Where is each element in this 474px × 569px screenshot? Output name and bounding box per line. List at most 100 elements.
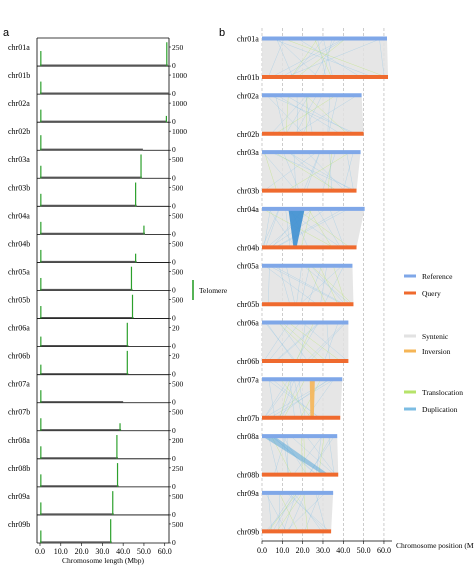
duplication-link bbox=[285, 95, 352, 134]
duplication-link bbox=[289, 379, 295, 418]
panel-b-x-axis-title: Chromosome position (Mbp) bbox=[396, 541, 474, 550]
reference-chromosome-label: chr01a bbox=[237, 35, 259, 44]
duplication-link bbox=[285, 38, 382, 78]
duplication-link bbox=[290, 435, 335, 475]
y-tick-label-bottom: 0 bbox=[172, 426, 176, 435]
duplication-link bbox=[268, 436, 279, 475]
duplication-link bbox=[268, 265, 343, 305]
translocation-link bbox=[308, 208, 333, 248]
chromosome-row-chr08b: chr08b 250 0 bbox=[8, 463, 184, 491]
y-tick-label-top: 20 bbox=[172, 352, 180, 361]
y-tick-label-bottom: 0 bbox=[172, 454, 176, 463]
duplication-link bbox=[265, 492, 301, 532]
y-tick-label-top: 500 bbox=[172, 492, 184, 501]
translocation-link bbox=[288, 322, 341, 362]
y-tick-label-top: 500 bbox=[172, 239, 184, 248]
chromosome-label: chr08a bbox=[8, 436, 30, 445]
chromosome-label: chr02a bbox=[8, 99, 30, 108]
duplication-link bbox=[323, 38, 333, 78]
chromosome-label: chr05b bbox=[8, 296, 30, 305]
duplication-link bbox=[328, 95, 338, 134]
y-tick-label-top: 200 bbox=[172, 436, 184, 445]
duplication-link bbox=[300, 322, 306, 362]
duplication-link bbox=[264, 379, 331, 418]
duplication-block bbox=[288, 208, 305, 248]
translocation-link bbox=[279, 492, 299, 532]
duplication-link bbox=[343, 152, 354, 191]
synteny-pair-chr01a: chr01a chr01b bbox=[237, 35, 389, 82]
x-tick-label: 60.0 bbox=[158, 547, 172, 556]
query-chromosome-label: chr04b bbox=[237, 243, 259, 252]
synteny-pair-chr04a: chr04a chr04b bbox=[237, 205, 365, 252]
reference-chromosome-label: chr06a bbox=[237, 319, 259, 328]
synteny-pair-chr08a: chr08a chr08b bbox=[237, 432, 339, 480]
duplication-link bbox=[272, 492, 296, 532]
duplication-link bbox=[303, 265, 351, 305]
duplication-link bbox=[329, 152, 332, 191]
reference-chromosome-label: chr08a bbox=[237, 432, 259, 441]
duplication-legend-label: Duplication bbox=[422, 405, 458, 414]
duplication-link bbox=[265, 492, 287, 532]
translocation-link bbox=[280, 379, 312, 418]
x-tick-label: 40.0 bbox=[336, 546, 350, 555]
y-tick-label-top: 1000 bbox=[172, 99, 187, 108]
duplication-link bbox=[293, 152, 296, 191]
chromosome-label: chr03a bbox=[8, 155, 30, 164]
translocation-link bbox=[281, 322, 327, 362]
chromosome-row-chr09b: chr09b 500 0 bbox=[8, 519, 184, 547]
duplication-link bbox=[268, 208, 296, 248]
duplication-link bbox=[291, 38, 325, 78]
chromosome-row-chr06b: chr06b 20 0 bbox=[8, 350, 180, 379]
duplication-link bbox=[323, 38, 333, 78]
inversion-legend-label: Inversion bbox=[422, 347, 451, 356]
translocation-link bbox=[279, 379, 290, 418]
duplication-link bbox=[316, 208, 341, 248]
chromosome-row-chr02a: chr02a 1000 0 bbox=[8, 99, 187, 126]
translocation-link bbox=[264, 152, 277, 191]
translocation-link bbox=[303, 492, 308, 532]
synteny-pair-chr09a: chr09a chr09b bbox=[237, 489, 334, 536]
y-tick-label-bottom: 0 bbox=[172, 342, 176, 351]
translocation-link bbox=[303, 436, 306, 475]
y-tick-label-top: 1000 bbox=[172, 127, 187, 136]
chromosome-row-chr08a: chr08a 200 0 bbox=[8, 435, 184, 463]
query-chromosome-label: chr02b bbox=[237, 130, 259, 139]
duplication-link bbox=[279, 322, 308, 362]
synteny-pair-chr05a: chr05a chr05b bbox=[237, 262, 354, 309]
duplication-link bbox=[275, 95, 285, 134]
duplication-link bbox=[307, 265, 323, 305]
translocation-link bbox=[333, 265, 346, 305]
duplication-link bbox=[261, 208, 280, 248]
translocation-link bbox=[268, 492, 298, 532]
duplication-link bbox=[322, 152, 336, 191]
y-tick-label-top: 500 bbox=[172, 183, 184, 192]
syntenic-block bbox=[262, 322, 349, 361]
synteny-pair-chr07a: chr07a chr07b bbox=[237, 375, 343, 423]
duplication-link bbox=[264, 151, 317, 191]
duplication-link bbox=[270, 379, 335, 418]
duplication-link bbox=[302, 322, 348, 362]
y-tick-label-bottom: 0 bbox=[172, 257, 176, 266]
y-tick-label-top: 500 bbox=[172, 155, 184, 164]
duplication-link bbox=[285, 95, 310, 134]
duplication-link bbox=[268, 322, 301, 362]
chromosome-row-chr02b: chr02b 1000 0 bbox=[8, 127, 187, 154]
y-tick-label-bottom: 0 bbox=[172, 398, 176, 407]
telomere-legend-label: Telomere bbox=[199, 286, 228, 295]
duplication-link bbox=[306, 151, 345, 191]
y-tick-label-bottom: 0 bbox=[172, 510, 176, 519]
duplication-link bbox=[309, 322, 347, 362]
panel-a-x-axis: 0.0 10.0 20.0 30.0 40.0 50.0 60.0 bbox=[35, 543, 172, 556]
chromosome-label: chr06a bbox=[8, 324, 30, 333]
duplication-link bbox=[268, 379, 275, 418]
duplication-link bbox=[294, 95, 358, 134]
translocation-legend-label: Translocation bbox=[422, 388, 463, 397]
query-chromosome-label: chr05b bbox=[237, 300, 259, 309]
duplication-link bbox=[267, 492, 294, 532]
translocation-link bbox=[300, 208, 312, 248]
duplication-link bbox=[320, 265, 328, 305]
duplication-link bbox=[278, 492, 280, 532]
chromosome-row-chr01a: chr01a 250 0 bbox=[8, 42, 184, 70]
x-tick-label: 0.0 bbox=[257, 546, 267, 555]
y-tick-label-bottom: 0 bbox=[172, 229, 176, 238]
